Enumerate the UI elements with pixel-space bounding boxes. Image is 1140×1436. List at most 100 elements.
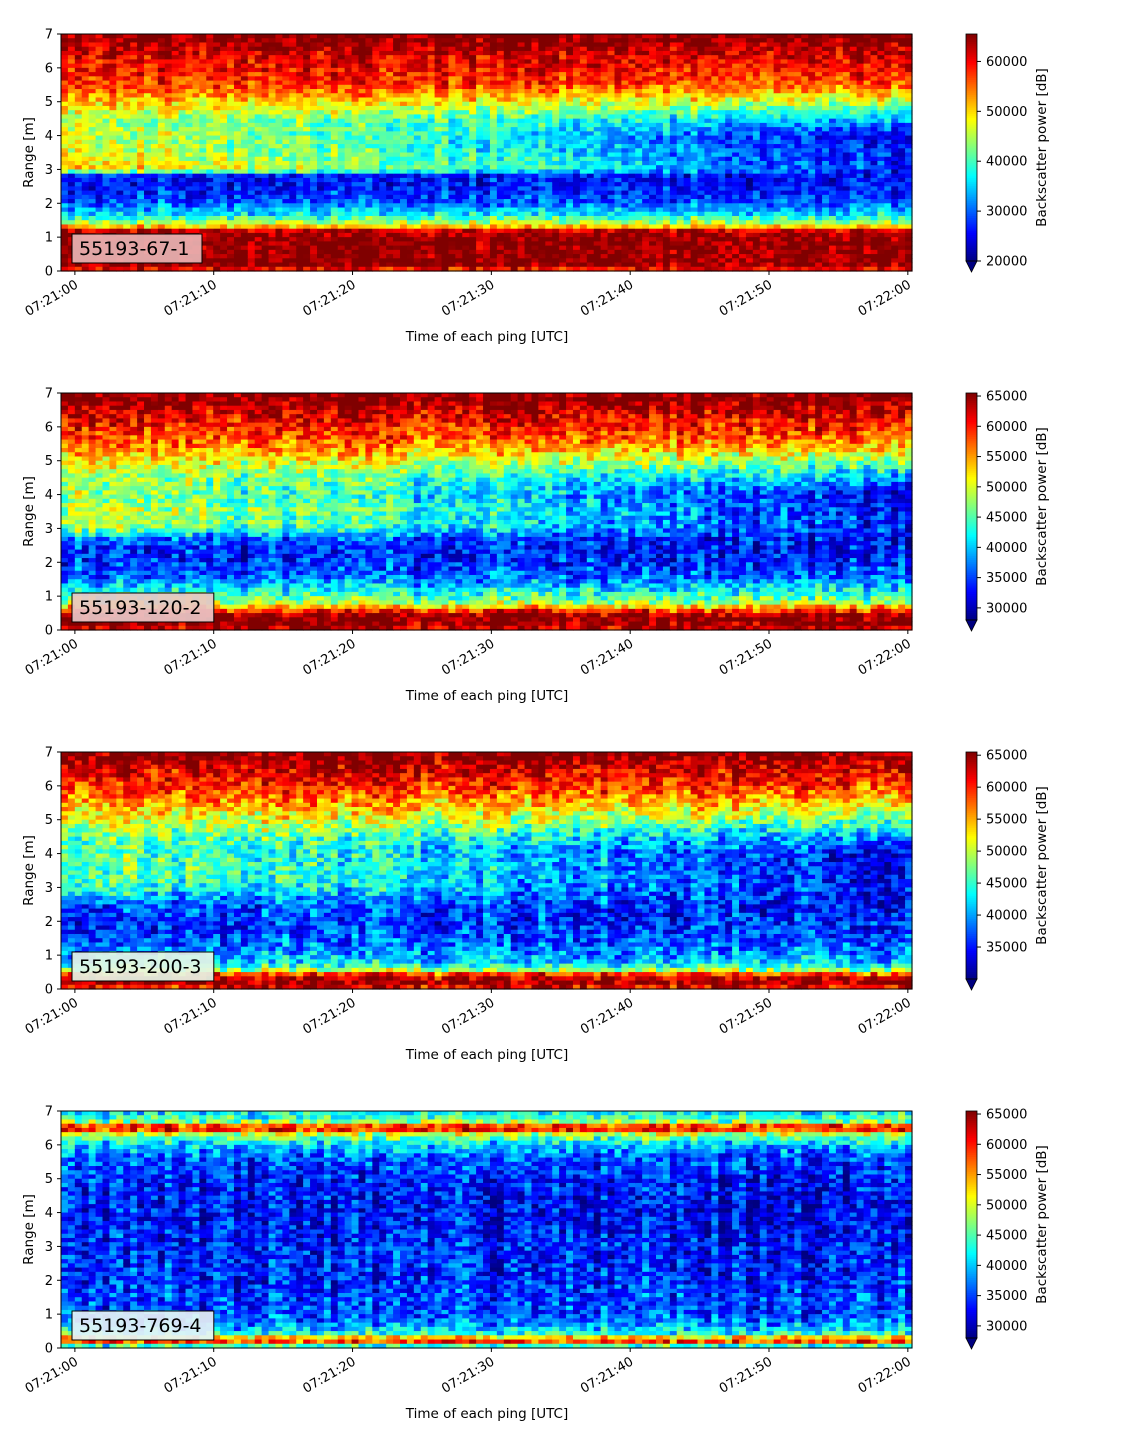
heatmap-cell: [615, 110, 623, 115]
heatmap-cell: [365, 97, 373, 102]
heatmap-cell: [525, 224, 533, 229]
heatmap-cell: [372, 119, 380, 124]
heatmap-cell: [144, 106, 152, 111]
heatmap-cell: [206, 165, 214, 170]
heatmap-cell: [469, 140, 477, 145]
heatmap-cell: [296, 174, 304, 179]
heatmap-cell: [435, 76, 443, 81]
heatmap-cell: [262, 51, 270, 56]
heatmap-cell: [213, 182, 221, 187]
heatmap-cell: [96, 38, 104, 43]
heatmap-cell: [386, 224, 394, 229]
heatmap-cell: [400, 34, 408, 39]
heatmap-cell: [96, 165, 104, 170]
heatmap-cell: [573, 174, 581, 179]
heatmap-cell: [96, 72, 104, 77]
heatmap-cell: [123, 59, 131, 64]
heatmap-cell: [476, 237, 484, 242]
heatmap-cell: [269, 199, 277, 204]
heatmap-cell: [130, 97, 138, 102]
heatmap-cell: [552, 64, 560, 69]
heatmap-cell: [248, 258, 256, 263]
heatmap-cell: [82, 178, 90, 183]
heatmap-cell: [303, 76, 311, 81]
heatmap-cell: [476, 165, 484, 170]
heatmap-cell: [414, 136, 422, 141]
heatmap-cell: [199, 140, 207, 145]
heatmap-cell: [601, 182, 609, 187]
heatmap-cell: [144, 224, 152, 229]
heatmap-cell: [144, 127, 152, 132]
heatmap-cell: [483, 195, 491, 200]
heatmap-cell: [165, 102, 173, 107]
heatmap-cell: [158, 169, 166, 174]
heatmap-cell: [448, 250, 456, 255]
heatmap-cell: [552, 165, 560, 170]
heatmap-cell: [130, 148, 138, 153]
heatmap-cell: [234, 250, 242, 255]
heatmap-cell: [442, 203, 450, 208]
heatmap-cell: [103, 212, 111, 217]
heatmap-cell: [525, 123, 533, 128]
heatmap-cell: [490, 220, 498, 225]
heatmap-cell: [448, 191, 456, 196]
heatmap-cell: [587, 254, 595, 259]
heatmap-cell: [601, 64, 609, 69]
heatmap-cell: [310, 114, 318, 119]
heatmap-cell: [310, 59, 318, 64]
heatmap-cell: [462, 123, 470, 128]
heatmap-cell: [96, 89, 104, 94]
heatmap-cell: [296, 85, 304, 90]
heatmap-cell: [199, 51, 207, 56]
heatmap-cell: [310, 144, 318, 149]
heatmap-cell: [435, 97, 443, 102]
heatmap-cell: [608, 76, 616, 81]
heatmap-cell: [172, 203, 180, 208]
heatmap-cell: [587, 195, 595, 200]
heatmap-cell: [123, 220, 131, 225]
heatmap-cell: [213, 85, 221, 90]
heatmap-cell: [566, 161, 574, 166]
heatmap-cell: [324, 55, 332, 60]
heatmap-cell: [601, 241, 609, 246]
heatmap-cell: [573, 97, 581, 102]
heatmap-cell: [359, 119, 367, 124]
heatmap-cell: [289, 114, 297, 119]
heatmap-cell: [469, 174, 477, 179]
heatmap-cell: [255, 157, 263, 162]
heatmap-cell: [109, 89, 117, 94]
heatmap-cell: [213, 38, 221, 43]
heatmap-cell: [442, 195, 450, 200]
heatmap-cell: [303, 127, 311, 132]
heatmap-cell: [89, 220, 97, 225]
heatmap-cell: [75, 191, 83, 196]
heatmap-cell: [407, 250, 415, 255]
heatmap-cell: [317, 263, 325, 268]
heatmap-cell: [151, 203, 159, 208]
heatmap-cell: [518, 237, 526, 242]
heatmap-cell: [282, 263, 290, 268]
heatmap-cell: [414, 64, 422, 69]
heatmap-cell: [324, 34, 332, 39]
heatmap-cell: [199, 106, 207, 111]
heatmap-cell: [573, 127, 581, 132]
heatmap-cell: [324, 174, 332, 179]
heatmap-cell: [428, 237, 436, 242]
heatmap-cell: [282, 195, 290, 200]
heatmap-cell: [151, 136, 159, 141]
heatmap-cell: [386, 229, 394, 234]
heatmap-cell: [525, 153, 533, 158]
heatmap-cell: [538, 263, 546, 268]
heatmap-cell: [490, 254, 498, 259]
heatmap-cell: [345, 38, 353, 43]
heatmap-cell: [199, 191, 207, 196]
heatmap-cell: [435, 38, 443, 43]
heatmap-cell: [580, 127, 588, 132]
heatmap-cell: [282, 241, 290, 246]
heatmap-cell: [566, 93, 574, 98]
heatmap-cell: [220, 148, 228, 153]
heatmap-cell: [407, 241, 415, 246]
heatmap-cell: [275, 220, 283, 225]
heatmap-cell: [379, 153, 387, 158]
heatmap-cell: [227, 148, 235, 153]
